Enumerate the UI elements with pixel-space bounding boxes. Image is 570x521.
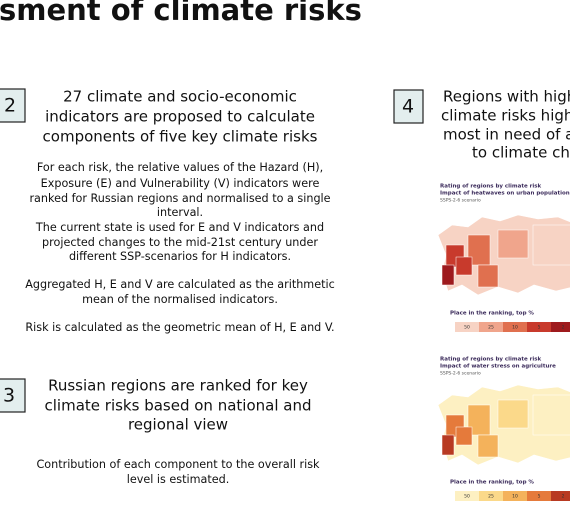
- step-number: 4: [402, 96, 414, 118]
- step-number: 2: [4, 95, 16, 117]
- map-subtitle: Impact of heatwaves on urban population …: [440, 191, 570, 197]
- map-scenario: SSPS-2-6 scenario: [440, 371, 481, 377]
- map-region: [497, 399, 529, 429]
- step-text: different SSP-scenarios for H indicators…: [69, 250, 291, 263]
- legend-swatch: [503, 491, 527, 501]
- step-heading: most in need of ac: [443, 126, 570, 144]
- map-region: [455, 256, 473, 276]
- step-text: The current state is used for E and V in…: [35, 221, 324, 234]
- step-heading: Regions with high: [443, 88, 570, 106]
- step-heading: climate risks based on national and: [45, 397, 312, 415]
- step-text: Risk is calculated as the geometric mean…: [25, 321, 334, 334]
- step-box: [0, 378, 26, 413]
- legend-label: 25: [488, 325, 494, 331]
- legend-label: 50: [464, 325, 470, 331]
- legend-label: 25: [488, 494, 494, 500]
- step-box: [0, 88, 26, 123]
- step-box: [393, 89, 424, 124]
- step-heading: 27 climate and socio-economic: [63, 88, 297, 106]
- map: [437, 214, 570, 296]
- step-text: ranked for Russian regions and normalise…: [29, 192, 330, 205]
- map-scenario: SSPS-2-6 scenario: [440, 198, 481, 204]
- legend-label: 10: [512, 325, 518, 331]
- map-region: [455, 426, 473, 446]
- map-region: [477, 264, 499, 288]
- map-title: Rating of regions by climate risk: [440, 184, 542, 190]
- step-text: For each risk, the relative values of th…: [37, 161, 323, 174]
- map-region: [477, 434, 499, 458]
- step-text: interval.: [157, 206, 203, 219]
- legend-label: 5: [538, 494, 541, 500]
- map-region: [441, 264, 455, 286]
- legend-swatch: [551, 491, 570, 501]
- map-region: [532, 224, 570, 266]
- legend-swatch: [479, 491, 503, 501]
- legend-swatch: [527, 491, 551, 501]
- legend-title: Place in the ranking, top %: [450, 480, 534, 486]
- legend-label: 2: [562, 325, 565, 331]
- legend-label: 2: [562, 494, 565, 500]
- legend-label: 10: [512, 494, 518, 500]
- legend-title: Place in the ranking, top %: [450, 311, 534, 317]
- step-text: Aggregated H, E and V are calculated as …: [25, 278, 334, 291]
- legend-swatch: [503, 322, 527, 332]
- map: [437, 384, 570, 466]
- step-text: level is estimated.: [127, 473, 230, 486]
- step-heading: components of five key climate risks: [43, 128, 318, 146]
- map-region: [497, 229, 529, 259]
- step-text: mean of the normalised indicators.: [82, 293, 278, 306]
- legend-swatch: [479, 322, 503, 332]
- legend-swatch: [455, 491, 479, 501]
- map-subtitle: Impact of water stress on agriculture: [440, 364, 556, 370]
- legend-swatch: [527, 322, 551, 332]
- legend-swatch: [455, 322, 479, 332]
- legend-label: 5: [538, 325, 541, 331]
- map-region: [441, 434, 455, 456]
- map-region: [532, 394, 570, 436]
- step-text: Contribution of each component to the ov…: [36, 458, 320, 471]
- slide-title: sment of climate risks: [0, 0, 362, 27]
- legend-swatch: [551, 322, 570, 332]
- step-heading: indicators are proposed to calculate: [45, 108, 315, 126]
- step-text: Exposure (E) and Vulnerability (V) indic…: [41, 177, 320, 190]
- legend-label: 50: [464, 494, 470, 500]
- step-heading: climate risks highli: [441, 107, 570, 125]
- step-number: 3: [3, 385, 15, 407]
- map-title: Rating of regions by climate risk: [440, 357, 542, 363]
- step-text: projected changes to the mid-21st centur…: [42, 236, 318, 249]
- step-heading: Russian regions are ranked for key: [48, 377, 308, 395]
- step-heading: to climate cha: [472, 144, 570, 162]
- step-heading: regional view: [128, 416, 228, 434]
